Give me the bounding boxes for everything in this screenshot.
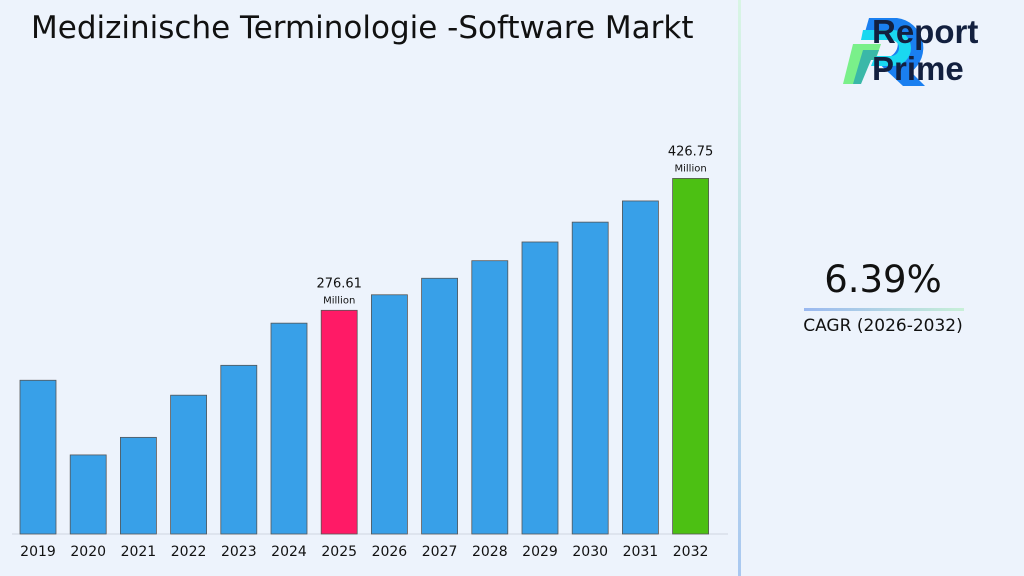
report-prime-logo-icon bbox=[843, 18, 925, 86]
x-tick-label-2029: 2029 bbox=[522, 544, 558, 560]
bar-2025 bbox=[320, 309, 358, 535]
data-label-value-2025: 276.61 bbox=[316, 276, 362, 291]
bar-2028 bbox=[471, 260, 509, 535]
cagr-label: CAGR (2026-2032) bbox=[803, 316, 963, 336]
bar-2032 bbox=[672, 178, 709, 535]
bar-2024 bbox=[270, 322, 308, 535]
bar-chart: 2019 2020 2021 2022 2023 2024 2025 276.61 Millio… bbox=[12, 144, 728, 560]
bar-2030 bbox=[571, 221, 609, 535]
x-tick-label-2020: 2020 bbox=[70, 544, 106, 560]
x-tick-label-2027: 2027 bbox=[422, 544, 458, 560]
bar-2029 bbox=[521, 241, 559, 535]
x-tick-label-2026: 2026 bbox=[372, 544, 408, 560]
bar-2021 bbox=[120, 436, 157, 535]
page-title: Medizinische Terminologie -Software Mark… bbox=[31, 10, 694, 46]
x-tick-label-2031: 2031 bbox=[623, 544, 659, 560]
bar-2020 bbox=[69, 454, 107, 535]
x-tick-label-2024: 2024 bbox=[271, 544, 307, 560]
bar-2027 bbox=[421, 277, 459, 535]
x-tick-label-2025: 2025 bbox=[321, 544, 357, 560]
bar-2019 bbox=[19, 379, 57, 535]
x-tick-label-2023: 2023 bbox=[221, 544, 257, 560]
divider bbox=[738, 0, 741, 576]
x-tick-label-2030: 2030 bbox=[572, 544, 608, 560]
bar-2023 bbox=[220, 364, 258, 535]
cagr-value: 6.39% bbox=[824, 258, 942, 301]
x-tick-label-2022: 2022 bbox=[171, 544, 207, 560]
bar-2026 bbox=[370, 294, 408, 535]
x-tick-label-2019: 2019 bbox=[20, 544, 56, 560]
data-label-value-2032: 426.75 bbox=[668, 144, 714, 159]
logo-line-1: Report bbox=[872, 13, 979, 50]
data-label-unit-2032: Million bbox=[674, 163, 706, 174]
bar-2022 bbox=[170, 394, 208, 535]
cagr-underline bbox=[804, 308, 964, 311]
x-tick-label-2032: 2032 bbox=[673, 544, 709, 560]
x-tick-label-2021: 2021 bbox=[121, 544, 157, 560]
bar-2031 bbox=[622, 200, 659, 535]
logo-text: Report Prime bbox=[872, 13, 978, 87]
logo-line-2: Prime bbox=[872, 50, 964, 87]
x-tick-label-2028: 2028 bbox=[472, 544, 508, 560]
data-label-unit-2025: Million bbox=[323, 295, 355, 306]
